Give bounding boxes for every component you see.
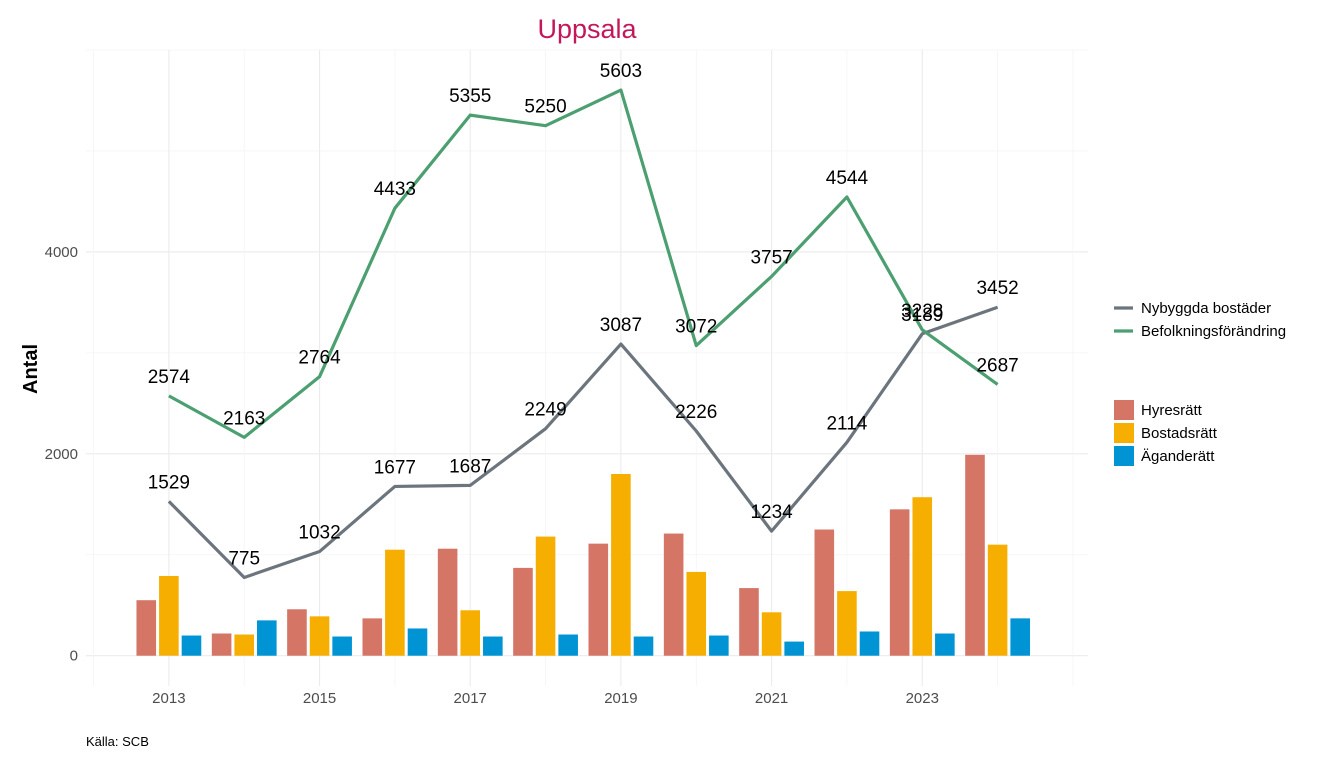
data-label-series-2-2014: 2163: [223, 408, 265, 429]
bar-bostadsr-tt-2024: [987, 544, 1008, 656]
x-axis-ticks: 2013 2015 2017 2019 2021 2023: [152, 690, 939, 707]
bar--gander-tt-2015: [332, 636, 352, 656]
data-label-series-1-2019: 3087: [600, 315, 642, 336]
legend-bar-key-3: [1114, 446, 1134, 466]
lines: [167, 88, 999, 580]
bar--gander-tt-2020: [709, 635, 729, 656]
data-label-series-1-2016: 1677: [374, 457, 416, 478]
line-series-2: [168, 88, 999, 439]
x-tick-label-2023: 2023: [906, 690, 939, 707]
bar-hyresr-tt-2024: [965, 454, 985, 656]
bar-hyresr-tt-2023: [889, 509, 910, 656]
bar--gander-tt-2013: [181, 635, 202, 656]
x-tick-label-2017: 2017: [454, 690, 487, 707]
x-tick-label-2013: 2013: [152, 690, 185, 707]
data-label-series-1-2014: 775: [228, 548, 260, 569]
bar-bostadsr-tt-2016: [385, 549, 405, 656]
data-label-series-1-2017: 1687: [449, 456, 491, 477]
bar--gander-tt-2017: [483, 636, 503, 656]
chart-title: Uppsala: [537, 14, 637, 44]
data-label-series-1-2013: 1529: [148, 472, 190, 493]
bar-bostadsr-tt-2015: [309, 616, 330, 656]
y-tick-label-4000: 4000: [45, 244, 78, 261]
bar-bostadsr-tt-2014: [234, 634, 255, 656]
data-label-series-2-2018: 5250: [524, 97, 566, 118]
legend-bar-label-2: Bostadsrätt: [1141, 425, 1218, 442]
bar-hyresr-tt-2017: [437, 548, 458, 656]
data-label-series-2-2016: 4433: [374, 179, 416, 200]
data-label-series-2-2013: 2574: [148, 367, 191, 388]
bar--gander-tt-2021: [784, 641, 804, 656]
legend-bar-label-1: Hyresrätt: [1141, 402, 1203, 419]
bar-bostadsr-tt-2021: [761, 612, 782, 656]
bar-hyresr-tt-2014: [211, 633, 232, 656]
bar-bostadsr-tt-2022: [837, 591, 857, 656]
data-label-series-1-2015: 1032: [298, 523, 340, 544]
data-label-series-1-2022: 2114: [826, 413, 867, 434]
bar--gander-tt-2022: [859, 631, 880, 656]
bar-bostadsr-tt-2020: [686, 571, 707, 656]
legend-line-label-1: Nybyggda bostäder: [1141, 300, 1271, 317]
data-label-series-1-2024: 3452: [976, 278, 1018, 299]
data-label-series-2-2020: 3072: [675, 317, 717, 338]
bar-hyresr-tt-2019: [588, 543, 609, 656]
data-label-series-1-2020: 2226: [675, 402, 717, 423]
line-series-1: [167, 305, 999, 580]
legend-lines: Nybyggda bostäder Befolkningsförändring: [1114, 300, 1286, 340]
bar-hyresr-tt-2020: [663, 533, 684, 656]
bar--gander-tt-2018: [558, 634, 578, 656]
bars: [136, 454, 1030, 656]
bar--gander-tt-2023: [935, 633, 955, 656]
bar--gander-tt-2019: [633, 636, 654, 656]
data-label-series-2-2017: 5355: [449, 86, 491, 107]
bar-hyresr-tt-2013: [136, 600, 157, 656]
y-tick-label-0: 0: [70, 648, 78, 665]
legend-bar-label-3: Äganderätt: [1141, 448, 1215, 465]
legend-line-label-2: Befolkningsförändring: [1141, 323, 1286, 340]
y-axis-label: Antal: [20, 344, 42, 394]
x-tick-label-2021: 2021: [755, 690, 788, 707]
legend-bars: Hyresrätt Bostadsrätt Äganderätt: [1114, 400, 1218, 466]
bar-bostadsr-tt-2019: [611, 474, 631, 656]
bar-hyresr-tt-2018: [513, 567, 533, 656]
data-label-series-1-2018: 2249: [524, 400, 566, 421]
data-label-series-1-2023: 3189: [901, 305, 943, 326]
bar-bostadsr-tt-2013: [159, 575, 179, 656]
data-label-series-2-2015: 2764: [298, 348, 341, 369]
bar-hyresr-tt-2016: [362, 618, 383, 656]
data-label-series-2-2023: 3228: [901, 301, 943, 322]
bar--gander-tt-2024: [1010, 618, 1030, 656]
bar-bostadsr-tt-2017: [460, 610, 481, 656]
bar--gander-tt-2014: [257, 620, 277, 656]
data-labels: 1529 775 1032 1677 1687 2249 3087 2226 1234 2114 3…: [148, 61, 1019, 569]
bar-hyresr-tt-2022: [814, 529, 835, 656]
x-tick-label-2019: 2019: [604, 690, 637, 707]
data-label-series-2-2021: 3757: [750, 247, 792, 268]
data-label-series-2-2019: 5603: [600, 61, 642, 82]
data-label-series-2-2024: 2687: [976, 355, 1018, 376]
data-label-series-2-2022: 4544: [826, 168, 869, 189]
bar-bostadsr-tt-2023: [912, 497, 933, 656]
x-tick-label-2015: 2015: [303, 690, 336, 707]
y-axis-ticks: 0 2000 4000: [45, 244, 78, 665]
bar-hyresr-tt-2015: [287, 609, 307, 656]
bar-hyresr-tt-2021: [739, 588, 759, 656]
grid: [86, 49, 1088, 686]
source-caption: Källa: SCB: [86, 734, 149, 749]
legend-bar-key-1: [1114, 400, 1134, 420]
y-tick-label-2000: 2000: [45, 446, 78, 463]
data-label-series-1-2021: 1234: [750, 502, 793, 523]
bar-bostadsr-tt-2018: [535, 536, 556, 656]
bar--gander-tt-2016: [407, 628, 428, 656]
legend-bar-key-2: [1114, 423, 1134, 443]
